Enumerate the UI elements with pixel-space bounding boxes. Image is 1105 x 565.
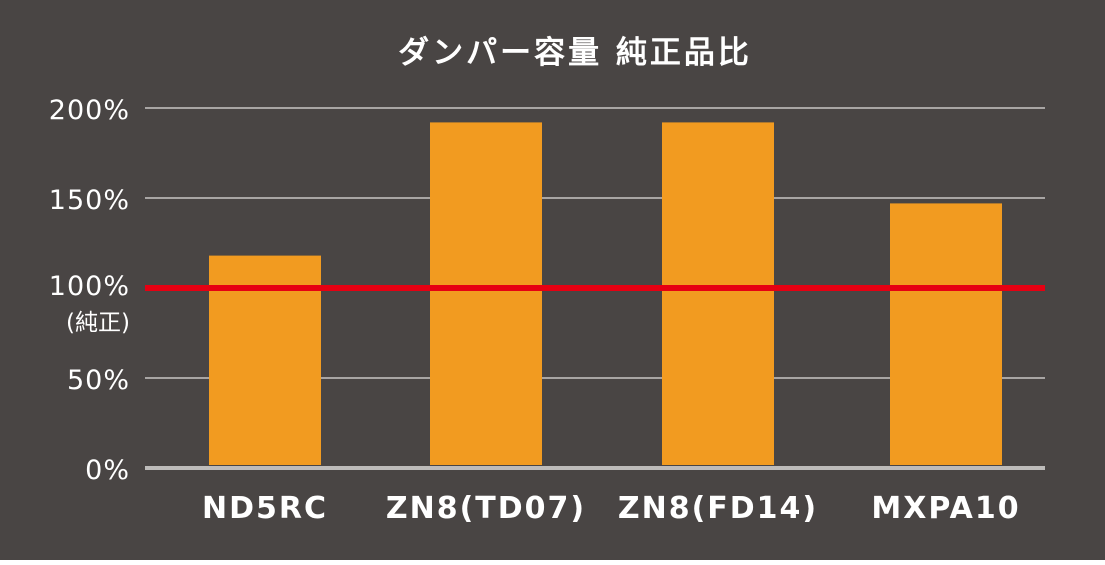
y-tick-label: 150% [49,185,130,216]
y-tick-label: 100% [49,271,130,302]
y-tick-label: 200% [49,95,130,126]
x-tick-label: MXPA10 [871,491,1020,526]
x-tick-label: ND5RC [202,491,328,526]
y-tick-sublabel: (純正) [66,310,130,336]
bar-zn8-fd14 [662,122,774,466]
y-axis-tick-labels: 0% 50% 100% (純正) 150% 200% [49,95,130,486]
x-tick-label: ZN8(TD07) [386,491,586,526]
x-tick-label: ZN8(FD14) [618,491,818,526]
bar-mxpa10 [890,203,1002,465]
x-axis-tick-labels: ND5RC ZN8(TD07) ZN8(FD14) MXPA10 [202,491,1020,526]
y-tick-label: 0% [85,455,130,486]
bar-zn8-td07 [430,122,542,466]
y-tick-label: 50% [67,365,130,396]
chart-title: ダンパー容量 純正品比 [398,35,752,71]
